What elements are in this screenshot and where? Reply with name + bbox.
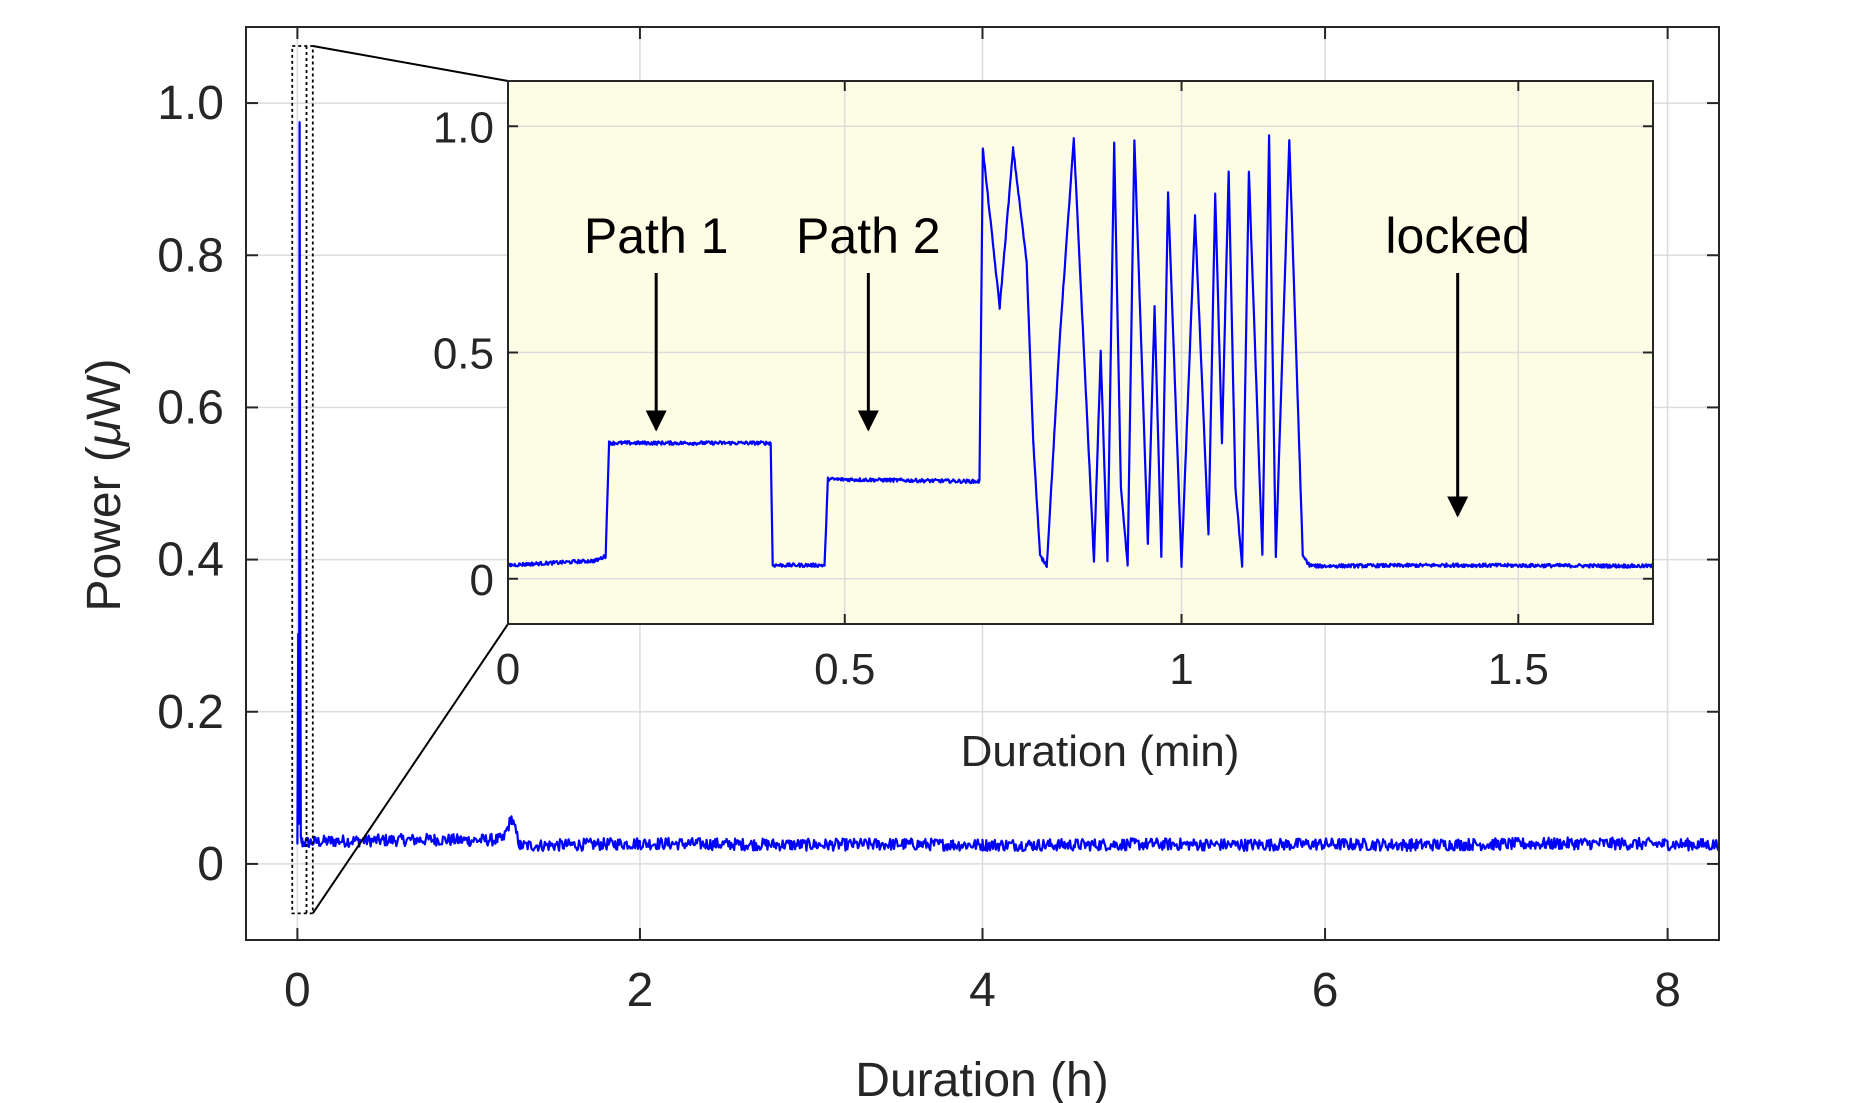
zoom-indicator [291, 45, 509, 915]
y-tick-label: 1.0 [433, 103, 494, 152]
y-label-prefix: Power ( [78, 446, 131, 611]
inset-x-axis-label: Duration (min) [961, 727, 1240, 776]
inset-x-tick-labels: 0 0.5 1 1.5 [496, 645, 1549, 694]
main-ticks [246, 27, 1719, 940]
x-tick-label: 0 [496, 645, 520, 694]
inset-chart: 0 0.5 1 1.5 00.51.0 Duration (min) Path 1 Pa… [433, 80, 1654, 776]
y-tick-label: 0.6 [157, 381, 224, 434]
x-tick-label: 8 [1654, 964, 1681, 1017]
x-tick-label: 0 [284, 964, 311, 1017]
y-tick-label: 0 [470, 556, 494, 605]
inset-y-tick-labels: 0 0.5 1.0 [433, 103, 494, 605]
inset-grid [507, 81, 1653, 624]
x-tick-label: 6 [1312, 964, 1339, 1017]
y-label-suffix: W) [78, 359, 131, 420]
y-tick-label: 0.8 [157, 229, 224, 282]
main-y-axis-label: Power (μW) [78, 359, 131, 612]
annotation-label: locked [1385, 208, 1530, 264]
inset-annotations: Path 1 Path 2 locked [584, 208, 1530, 518]
y-tick-label: 0.2 [157, 686, 224, 739]
inset-series [508, 134, 1653, 569]
x-tick-label: 4 [969, 964, 996, 1017]
y-label-mu: μ [78, 420, 131, 448]
main-x-axis-label: Duration (h) [855, 1054, 1108, 1103]
series-line [508, 134, 1653, 569]
main-y-tick-labels: 0 0.2 0.4 0.6 0.8 1.0 [157, 77, 224, 891]
x-tick-label: 1 [1169, 645, 1193, 694]
zoom-connector-top [312, 45, 509, 82]
y-tick-label: 0 [197, 838, 224, 891]
x-tick-label: 1.5 [1488, 645, 1549, 694]
inset-ticks [507, 81, 1653, 624]
series-line [296, 121, 1719, 853]
zoom-connector-bottom [311, 623, 509, 914]
y-tick-label: 0.4 [157, 534, 224, 587]
annotation-label: Path 2 [796, 208, 941, 264]
annotation-label: Path 1 [584, 208, 729, 264]
x-tick-label: 0.5 [814, 645, 875, 694]
y-tick-label: 1.0 [157, 77, 224, 130]
x-tick-label: 2 [627, 964, 654, 1017]
main-series [296, 121, 1719, 853]
main-x-tick-labels: 0 2 4 6 8 [284, 964, 1681, 1017]
y-tick-label: 0.5 [433, 330, 494, 379]
